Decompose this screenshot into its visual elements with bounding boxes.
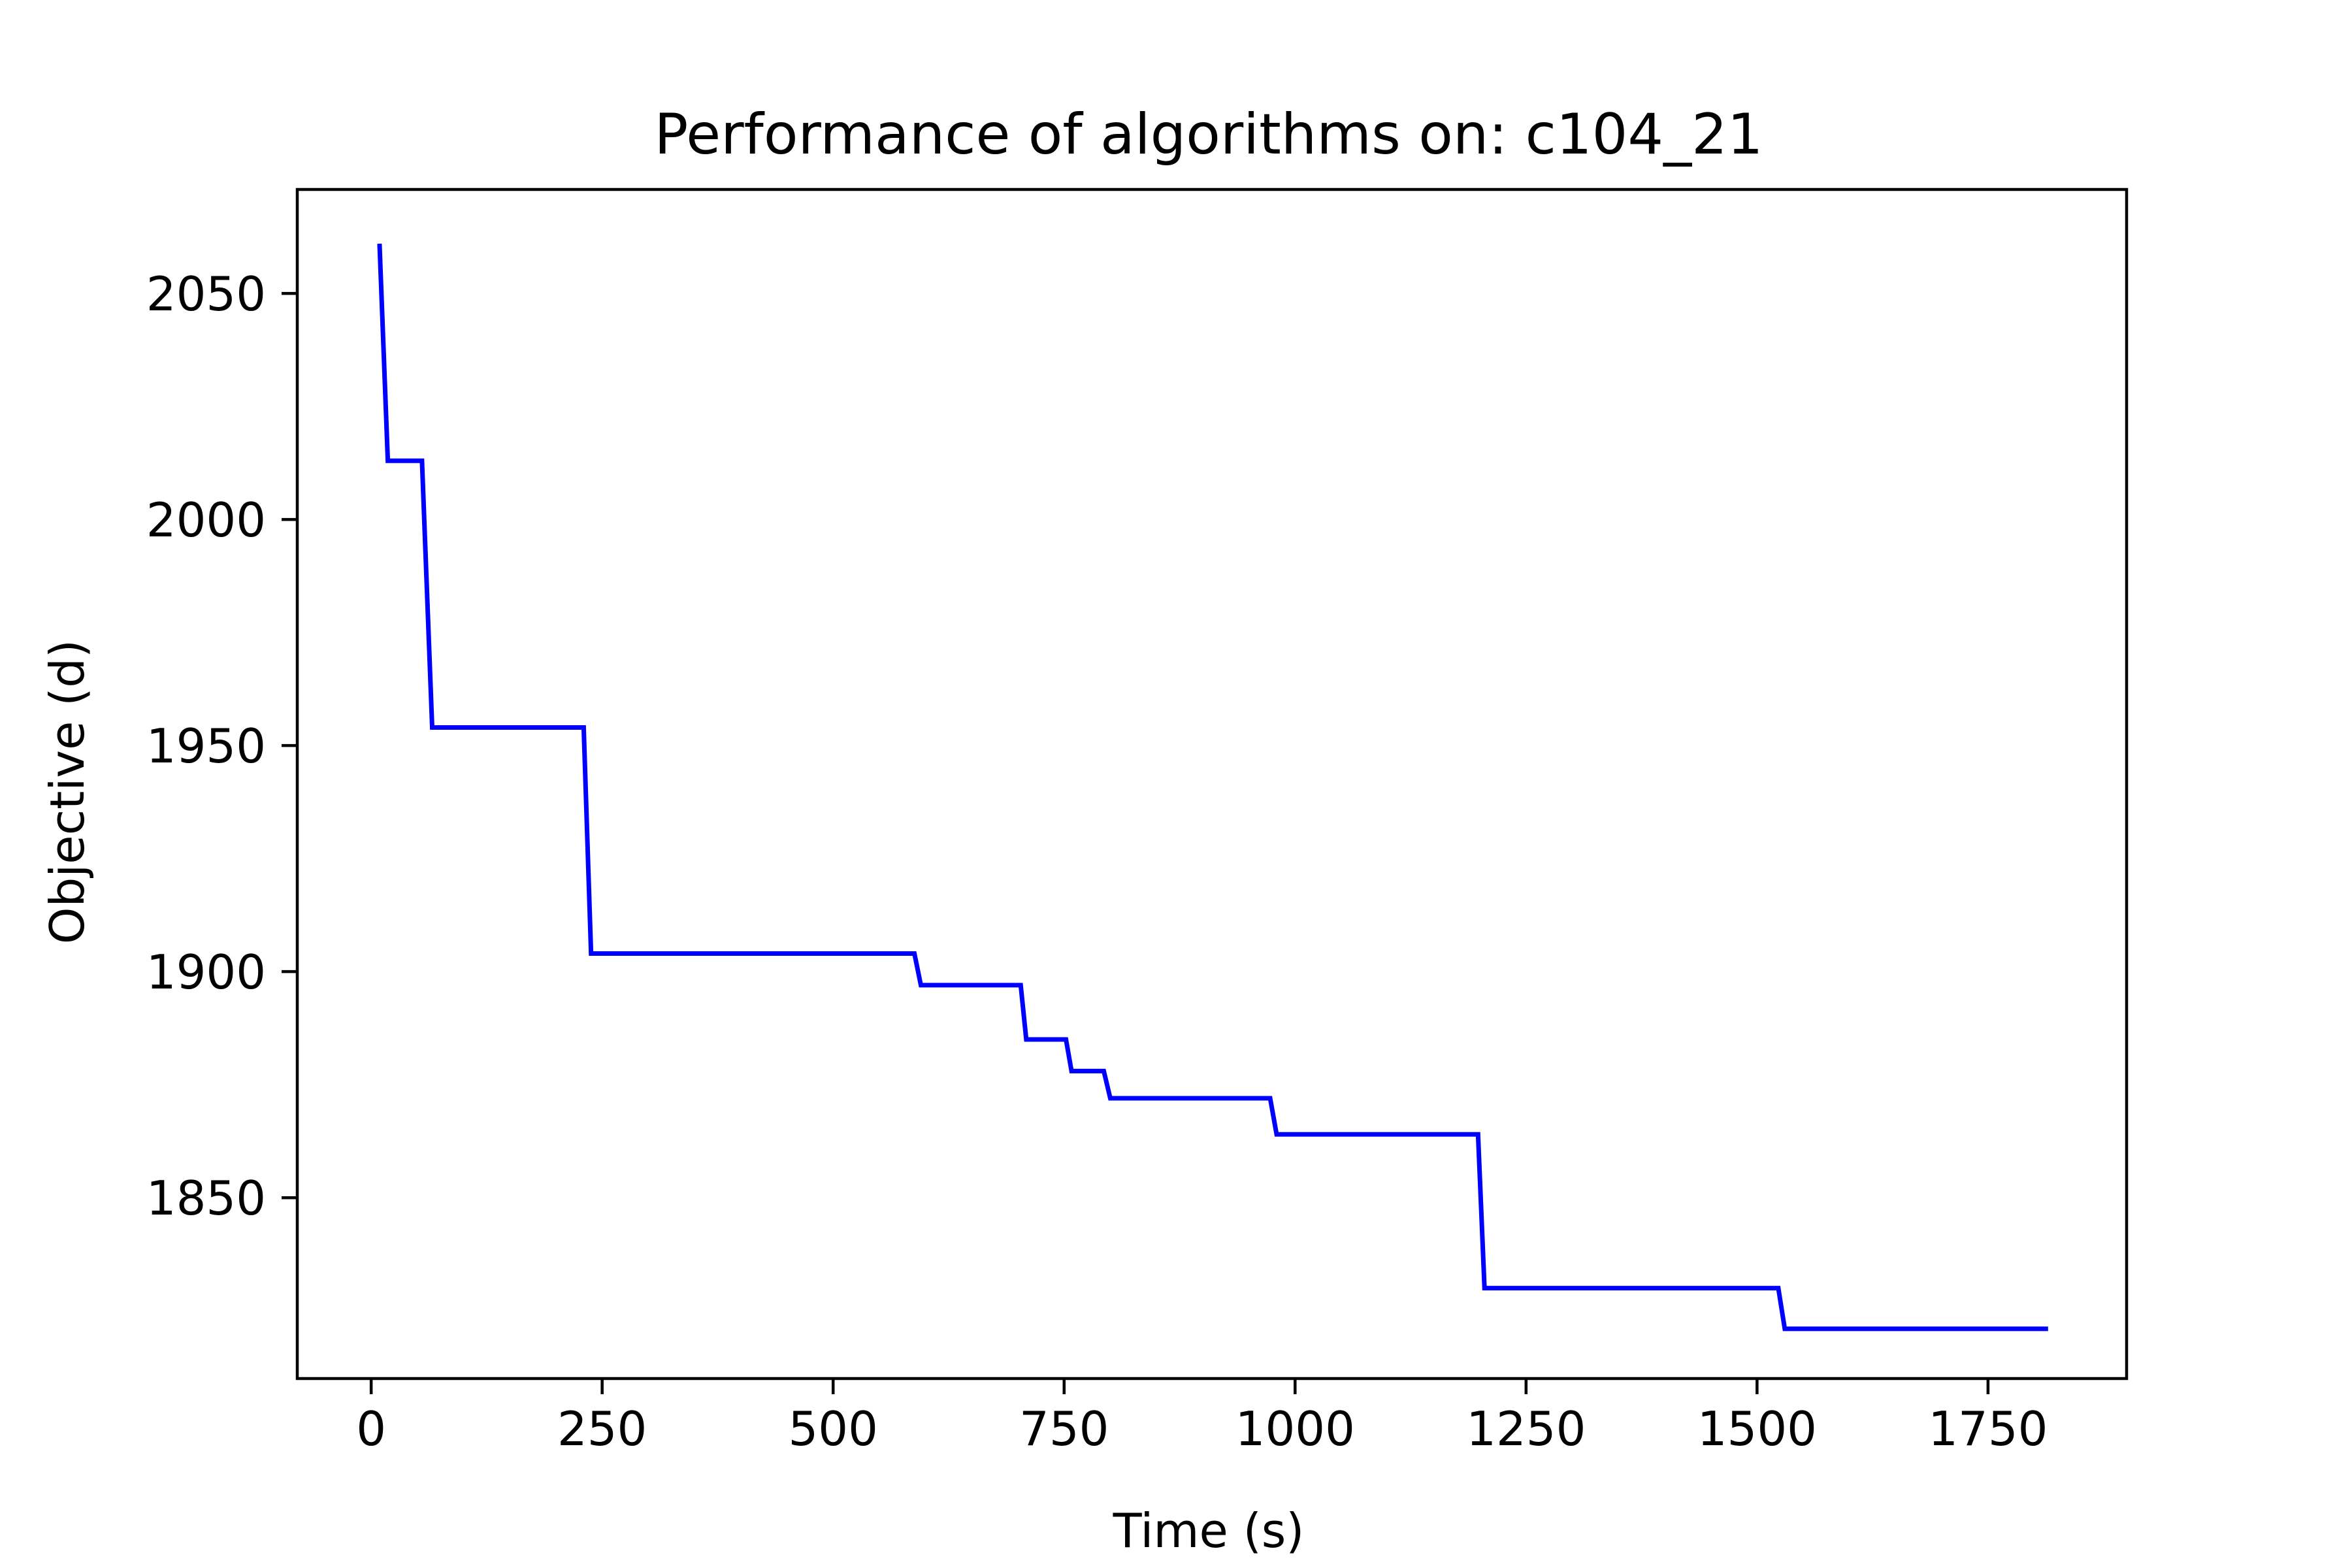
y-tick-label: 1900: [146, 945, 266, 1000]
x-tick-label: 1000: [1235, 1401, 1355, 1456]
y-tick-label: 1950: [146, 719, 266, 774]
x-tick-label: 1250: [1466, 1401, 1586, 1456]
x-tick-label: 500: [788, 1401, 877, 1456]
x-axis-label: Time (s): [1113, 1503, 1305, 1558]
x-tick-label: 1500: [1697, 1401, 1817, 1456]
y-axis-label: Objective (d): [40, 640, 95, 944]
x-tick-label: 0: [356, 1401, 386, 1456]
x-tick-label: 1750: [1928, 1401, 2048, 1456]
y-tick-label: 1850: [146, 1171, 266, 1226]
x-tick-label: 750: [1019, 1401, 1109, 1456]
chart-title: Performance of algorithms on: c104_21: [654, 102, 1763, 167]
y-tick-label: 2000: [146, 493, 266, 547]
y-tick-label: 2050: [146, 267, 266, 321]
plot-area: 0 250 500 750 1000 1250 1500 1750 1850 1900 1950 20…: [146, 188, 2129, 1456]
series-line-0: [377, 243, 2048, 1331]
x-tick-label: 250: [557, 1401, 647, 1456]
axes-frame: [295, 188, 2129, 1380]
